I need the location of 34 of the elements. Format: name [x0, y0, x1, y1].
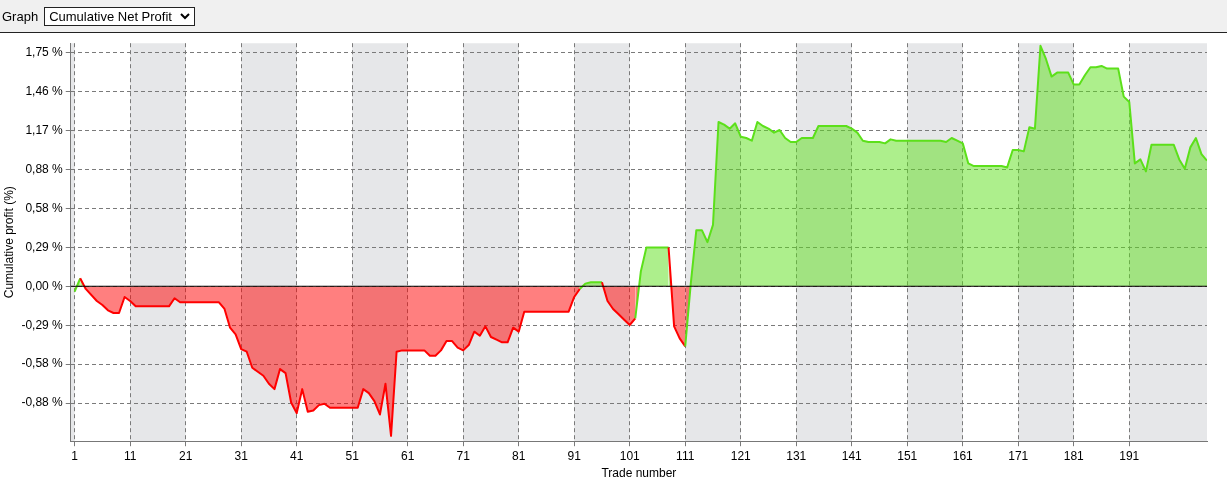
x-axis-title: Trade number	[601, 466, 677, 481]
x-tick-label: 61	[401, 448, 415, 463]
y-tick-label: -0,58 %	[21, 356, 64, 371]
x-tick-label: 1	[71, 448, 79, 463]
x-tick-label: 161	[952, 448, 974, 463]
x-tick-label: 41	[289, 448, 304, 463]
y-tick-label: 0,88 %	[25, 161, 64, 176]
y-tick-label: 1,46 %	[25, 83, 64, 98]
x-tick-label: 181	[1063, 448, 1085, 463]
x-tick-label: 81	[512, 448, 526, 463]
y-tick-label: -0,88 %	[21, 395, 64, 410]
x-tick-label: 171	[1008, 448, 1029, 463]
x-tick-label: 101	[619, 448, 641, 463]
x-tick-label: 151	[897, 448, 918, 463]
y-tick-label: 0,00 %	[25, 278, 64, 293]
x-tick-label: 121	[730, 448, 752, 463]
x-tick-label: 11	[123, 448, 137, 463]
x-tick-label: 191	[1119, 448, 1140, 463]
x-tick-label: 131	[786, 448, 807, 463]
x-tick-label: 31	[234, 448, 249, 463]
y-tick-label: 1,75 %	[25, 44, 64, 59]
x-tick-label: 141	[841, 448, 863, 463]
y-tick-label: 0,29 %	[25, 239, 64, 254]
chart-subtitle: Graph	[2, 8, 39, 24]
x-tick-label: 111	[676, 448, 695, 463]
x-tick-label: 21	[178, 448, 193, 463]
y-tick-label: 0,58 %	[25, 200, 64, 215]
x-tick-label: 71	[456, 448, 471, 463]
x-tick-label: 51	[345, 448, 360, 463]
y-tick-label: 1,17 %	[25, 122, 64, 137]
y-axis-title: Cumulative profit (%)	[1, 186, 16, 299]
x-tick-label: 91	[567, 448, 582, 463]
chart-title: Cumulative Net Profit	[49, 8, 172, 24]
y-tick-label: -0,29 %	[21, 317, 64, 332]
